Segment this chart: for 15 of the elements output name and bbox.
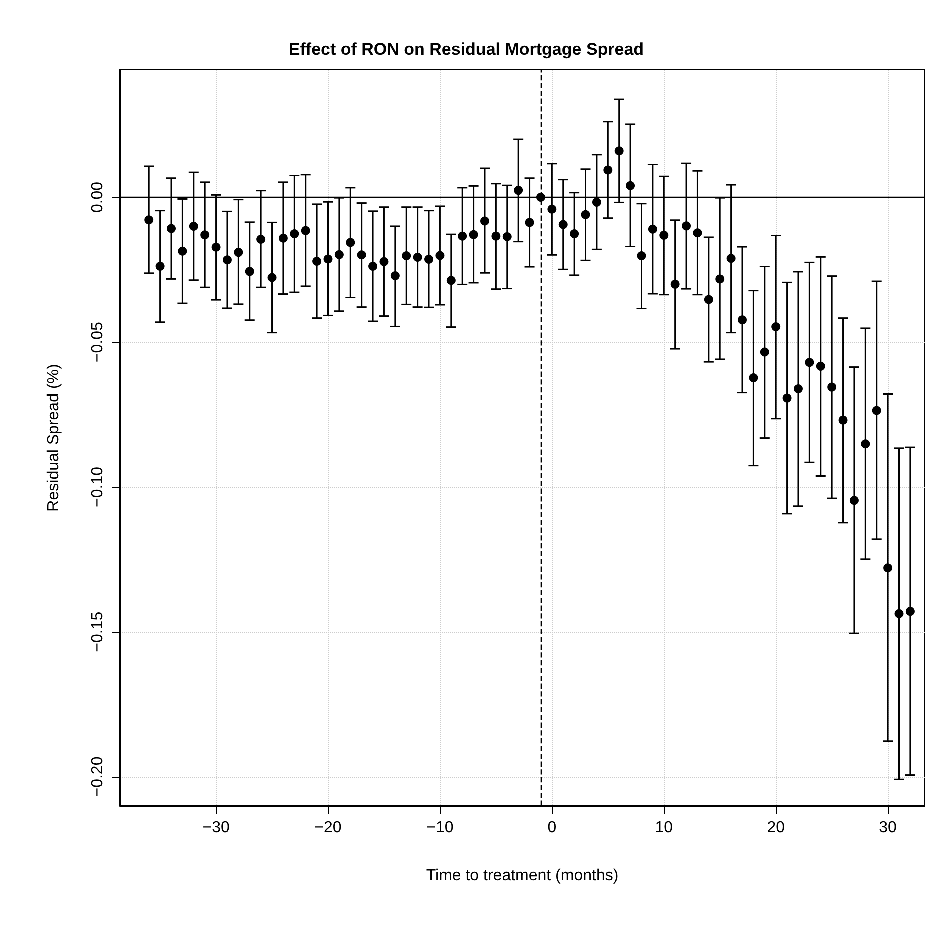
x-tick-label: −10	[426, 820, 454, 836]
x-tick-label: 20	[767, 820, 786, 836]
x-tick-label: 0	[548, 820, 557, 836]
x-tick-label: −30	[202, 820, 230, 836]
x-tick-label: 10	[655, 820, 674, 836]
y-tick-label: −0.05	[90, 322, 106, 363]
y-tick-label: −0.15	[90, 612, 106, 652]
x-tick-label: −20	[314, 820, 342, 836]
x-axis-title: Time to treatment (months)	[426, 868, 619, 884]
x-tick-label: 30	[879, 820, 898, 836]
y-tick-label: 0.00	[90, 182, 106, 214]
y-tick-label: −0.20	[90, 756, 106, 798]
chart-title: Effect of RON on Residual Mortgage Spread	[288, 40, 644, 59]
y-tick-label: −0.10	[90, 466, 106, 508]
y-axis-title: Residual Spread (%)	[46, 364, 62, 512]
